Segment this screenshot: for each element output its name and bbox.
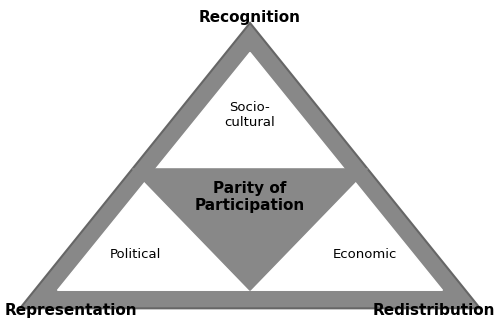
Text: Redistribution: Redistribution bbox=[372, 303, 495, 318]
Text: Socio-
cultural: Socio- cultural bbox=[224, 101, 276, 129]
Text: Parity of
Participation: Parity of Participation bbox=[195, 181, 305, 213]
Text: Political: Political bbox=[110, 248, 160, 261]
Text: Economic: Economic bbox=[333, 248, 397, 261]
Text: Representation: Representation bbox=[5, 303, 138, 318]
Polygon shape bbox=[20, 23, 480, 308]
Polygon shape bbox=[132, 169, 368, 290]
Polygon shape bbox=[58, 52, 442, 290]
Text: Recognition: Recognition bbox=[199, 10, 301, 25]
